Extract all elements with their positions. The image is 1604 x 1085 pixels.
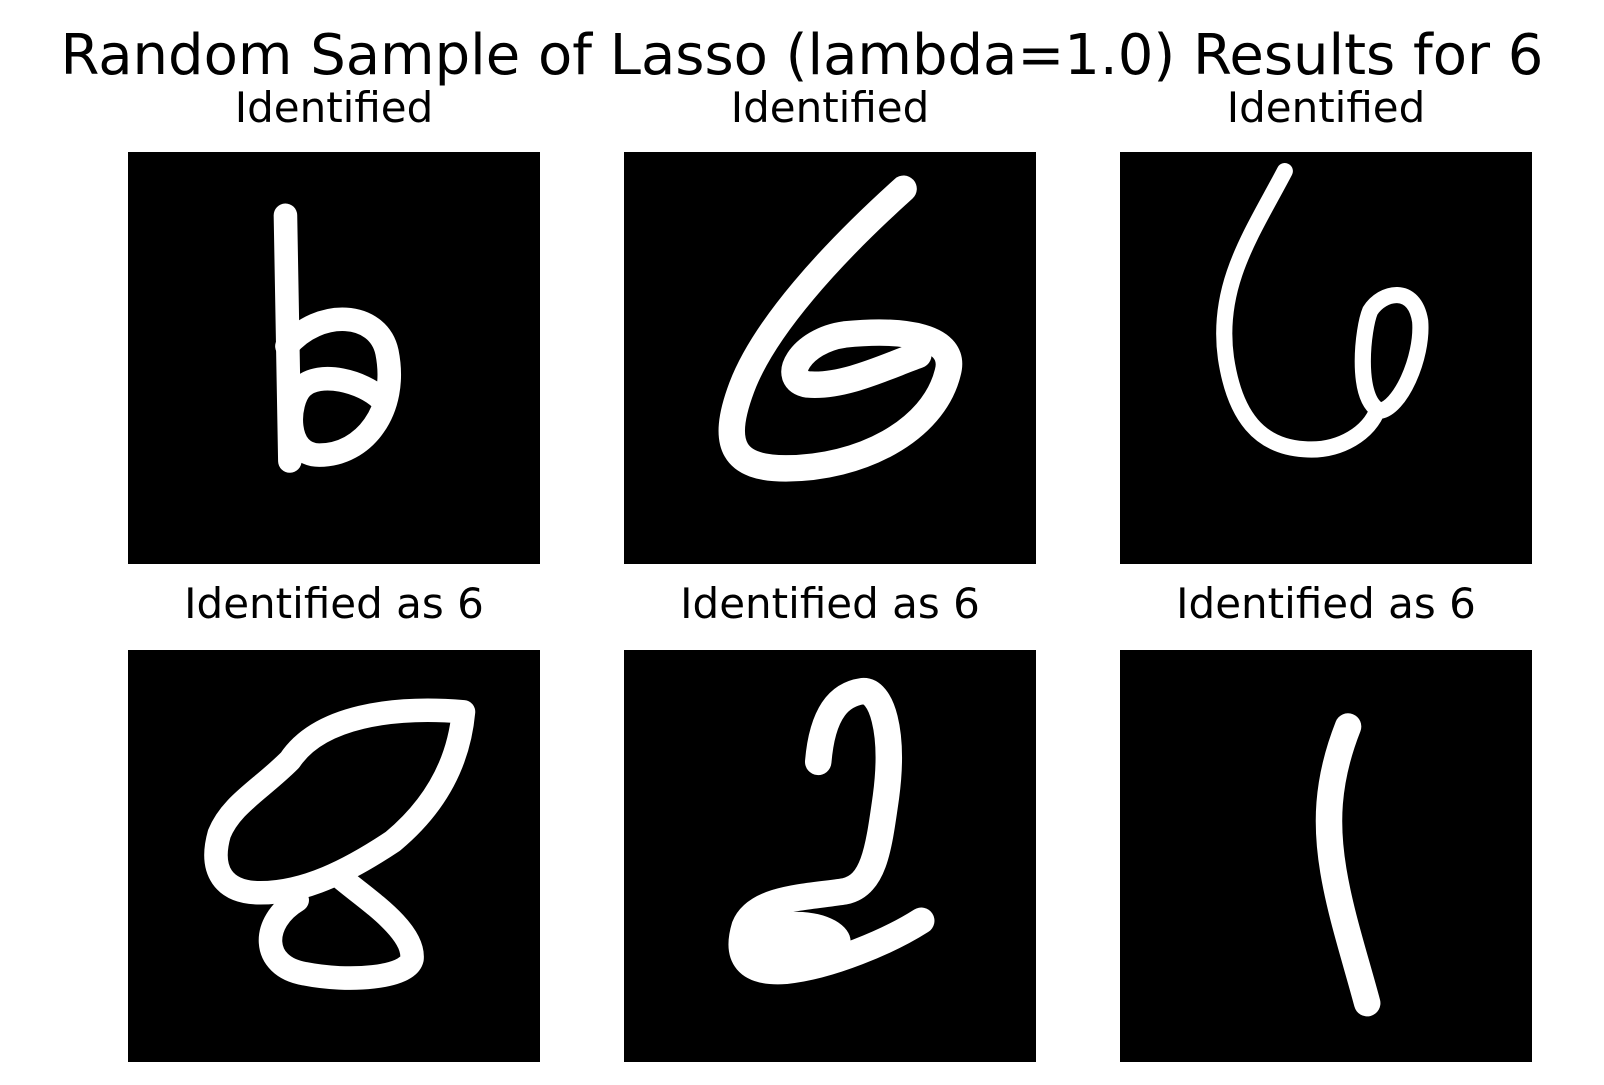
panel-5-image bbox=[624, 650, 1036, 1062]
panel-3-caption: Identified bbox=[1226, 83, 1426, 132]
digit-image-6a bbox=[273, 203, 401, 473]
panel-6-caption: Identified as 6 bbox=[1176, 579, 1476, 628]
digit-image-8 bbox=[204, 698, 476, 990]
panel-6-image bbox=[1120, 650, 1532, 1062]
digit-image-1 bbox=[1315, 713, 1381, 1017]
digit-image-2 bbox=[728, 677, 935, 985]
panel-1-image bbox=[128, 152, 540, 564]
figure-title: Random Sample of Lasso (lambda=1.0) Resu… bbox=[60, 23, 1544, 88]
panel-4-image bbox=[128, 650, 540, 1062]
digit-image-6b bbox=[718, 175, 963, 482]
panel-3-image bbox=[1120, 152, 1532, 564]
panel-2-caption: Identified bbox=[730, 83, 930, 132]
panel-1-caption: Identified bbox=[234, 83, 434, 132]
panel-2-image bbox=[624, 152, 1036, 564]
panel-5-caption: Identified as 6 bbox=[680, 579, 980, 628]
digit-image-6c bbox=[1216, 163, 1429, 458]
panel-4-caption: Identified as 6 bbox=[184, 579, 484, 628]
